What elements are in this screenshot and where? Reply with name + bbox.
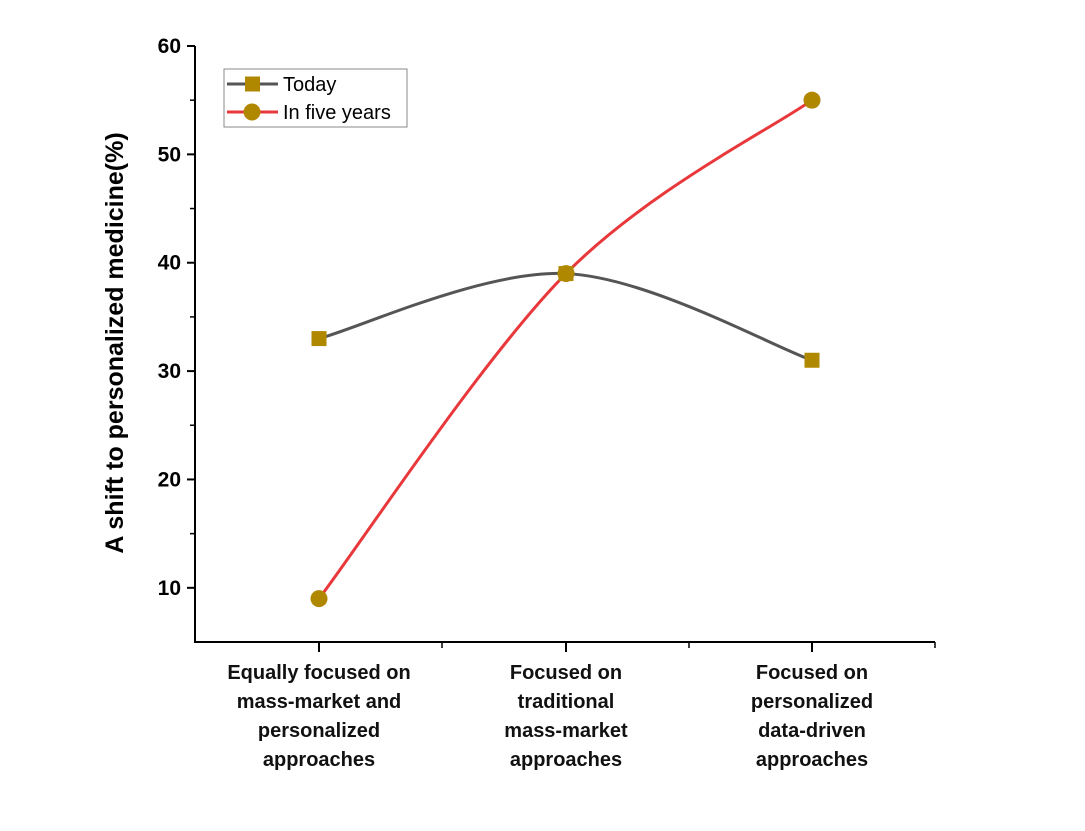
y-tick-label: 10 (158, 577, 181, 600)
y-tick-label: 30 (158, 360, 181, 383)
data-point-in-five-years (557, 265, 575, 283)
legend-marker-in-five-years (243, 103, 261, 121)
data-point-in-five-years (310, 590, 328, 608)
x-tick-label: Focused on personalized data-driven approac… (751, 662, 873, 771)
y-tick-label: 60 (158, 35, 181, 58)
x-tick-label-line: approaches (756, 749, 868, 771)
x-tick-label-line: approaches (510, 749, 622, 771)
x-tick-label-line: traditional (518, 691, 615, 713)
axes (194, 46, 935, 643)
legend: Today In five years (223, 68, 408, 128)
legend-marker-today (245, 76, 260, 92)
y-tick-label: 50 (158, 143, 181, 166)
data-point-today (804, 352, 820, 368)
data-point-today (311, 331, 327, 347)
series-lines (317, 98, 813, 600)
y-ticks: 10 20 30 40 50 60 (158, 35, 195, 600)
x-tick-label-line: Equally focused on (227, 662, 410, 684)
x-tick-label-line: data-driven (758, 720, 866, 742)
y-axis-label: A shift to personalized medicine(%) (101, 132, 129, 553)
legend-label-in-five-years: In five years (283, 102, 391, 124)
y-tick-label: 20 (158, 468, 181, 491)
x-tick-label-line: mass-market and (237, 691, 402, 713)
legend-label-today: Today (283, 74, 336, 96)
x-tick-label-line: mass-market (504, 720, 628, 742)
x-tick-label: Focused on traditional mass-market approach… (504, 662, 628, 771)
x-tick-label-line: personalized (751, 691, 873, 713)
x-tick-label-line: Focused on (756, 662, 868, 684)
x-tick-label-line: personalized (258, 720, 380, 742)
data-point-in-five-years (803, 91, 821, 109)
x-ticks: Equally focused on mass-market and persona… (227, 642, 936, 771)
x-tick-label: Equally focused on mass-market and persona… (227, 662, 410, 771)
series-line-today (318, 272, 813, 362)
y-tick-label: 40 (158, 252, 181, 275)
x-tick-label-line: Focused on (510, 662, 622, 684)
series-line-in-five-years (317, 98, 813, 600)
series-markers (310, 91, 821, 608)
x-tick-label-line: approaches (263, 749, 375, 771)
